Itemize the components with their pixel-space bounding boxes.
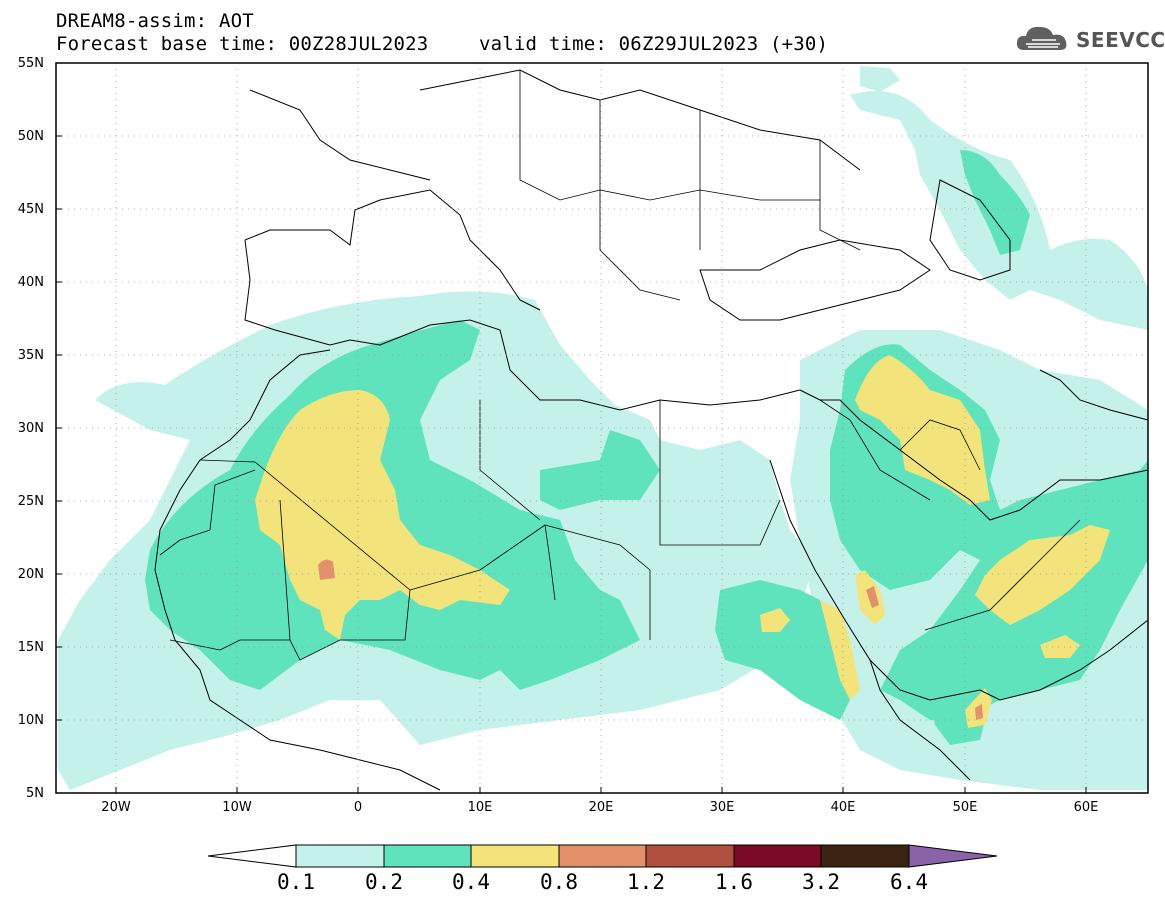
aot-contour-0.8 (318, 559, 983, 720)
lat-label: 20N (17, 567, 44, 582)
lon-label: 30E (709, 800, 735, 815)
aot-field (58, 66, 1148, 791)
colorbar-label: 1.2 (627, 870, 665, 894)
axis-ticks (56, 135, 1087, 793)
valid-time: valid time: 06Z29JUL2023 (+30) (479, 33, 829, 55)
colorbar-label: 0.4 (452, 870, 490, 894)
coastlines (154, 69, 1148, 791)
lon-label: 40E (830, 800, 856, 815)
colorbar-low-arrow (207, 844, 297, 868)
forecast-base-time: Forecast base time: 00Z28JUL2023 (56, 33, 429, 55)
lon-label: 10E (467, 800, 493, 815)
map-title: DREAM8-assim: AOT (56, 10, 254, 32)
lat-label: 35N (17, 348, 44, 363)
lat-label: 25N (17, 494, 44, 509)
lat-label: 10N (17, 713, 44, 728)
lon-label: 20E (588, 800, 614, 815)
colorbar-bin (295, 844, 385, 868)
colorbar-bin (383, 844, 472, 868)
colorbar-bin (558, 844, 647, 868)
colorbar-label: 6.4 (890, 870, 928, 894)
colorbar-label: 0.2 (365, 870, 403, 894)
country-borders (159, 70, 1081, 661)
colorbar-bin (645, 844, 735, 868)
lon-label: 0 (353, 800, 363, 815)
colorbar-bin (820, 844, 910, 868)
colorbar-bin (470, 844, 560, 868)
colorbar-label: 1.6 (715, 870, 753, 894)
lon-label: 20W (101, 800, 131, 815)
lat-label: 5N (26, 786, 44, 801)
colorbar-label: 0.8 (540, 870, 578, 894)
colorbar-high-arrow (908, 844, 998, 868)
colorbar-label: 3.2 (802, 870, 840, 894)
lat-label: 15N (17, 640, 44, 655)
lon-label: 10W (222, 800, 252, 815)
gridlines (56, 63, 1148, 793)
lat-label: 40N (17, 275, 44, 290)
colorbar-bin (733, 844, 822, 868)
aot-contour-0.4 (255, 355, 1110, 728)
seevccc-logo: SEEVCCC (1016, 22, 1165, 56)
colorbar-label: 0.1 (277, 870, 315, 894)
lat-label: 45N (17, 202, 44, 217)
lon-label: 60E (1073, 800, 1099, 815)
colorbar (207, 844, 998, 868)
lat-label: 50N (17, 129, 44, 144)
lat-label: 55N (17, 56, 44, 71)
lon-label: 50E (952, 800, 978, 815)
cloud-icon (1016, 26, 1067, 50)
lat-label: 30N (17, 421, 44, 436)
logo-text: SEEVCCC (1076, 28, 1165, 52)
